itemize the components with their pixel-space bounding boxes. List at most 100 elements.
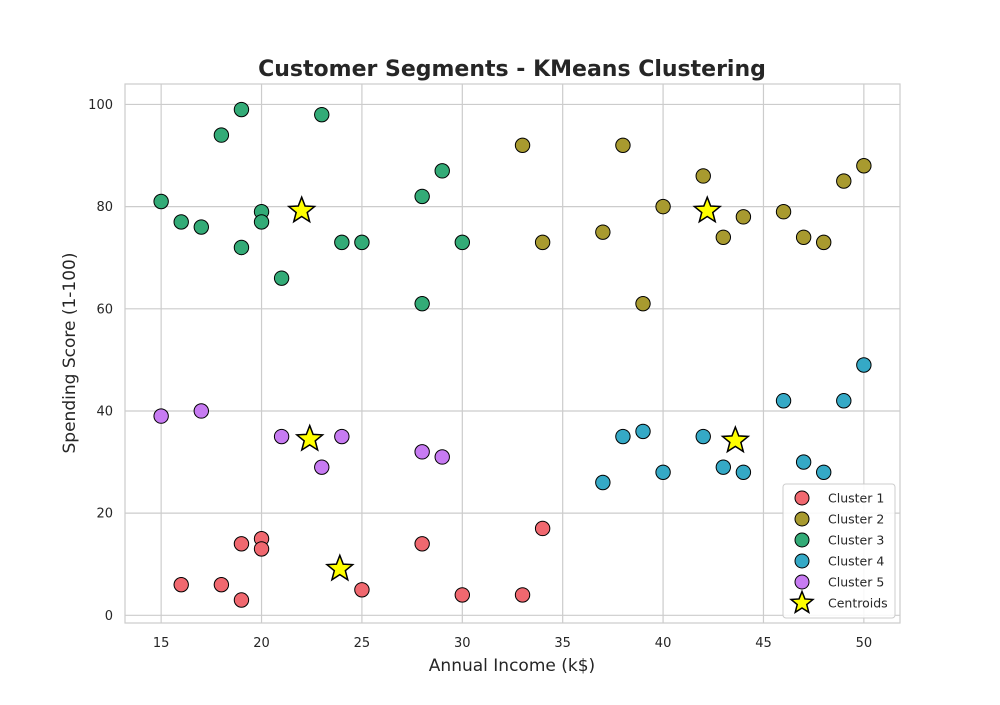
legend-label-cluster-2: Cluster 2 [828, 512, 884, 527]
point-cluster-1 [213, 576, 230, 593]
point-cluster-2 [695, 168, 711, 184]
point-cluster-3 [193, 219, 209, 235]
y-tick-label: 80 [96, 200, 113, 215]
legend-label-centroids: Centroids [828, 596, 888, 611]
point-cluster-4 [836, 393, 852, 409]
point-cluster-5 [193, 403, 209, 419]
point-cluster-2 [595, 224, 611, 240]
centroid-marker [325, 553, 355, 582]
point-cluster-5 [334, 428, 350, 445]
x-tick-label: 30 [454, 636, 471, 651]
point-cluster-2 [775, 204, 792, 220]
point-cluster-4 [775, 393, 792, 409]
legend: Cluster 1 Cluster 2 Cluster 3 Cluster 4 … [782, 483, 896, 619]
x-tick-label: 35 [554, 636, 571, 651]
legend-marker-cluster-2 [794, 511, 810, 527]
point-cluster-4 [695, 428, 711, 445]
point-cluster-4 [615, 428, 631, 445]
legend-marker-cluster-1 [794, 490, 810, 506]
point-cluster-2 [816, 234, 832, 251]
point-cluster-2 [735, 209, 752, 225]
y-tick-label: 100 [88, 98, 113, 113]
point-cluster-5 [434, 449, 450, 465]
legend-label-cluster-1: Cluster 1 [828, 491, 884, 506]
point-cluster-1 [354, 582, 370, 598]
centroid-marker [294, 423, 325, 452]
point-cluster-1 [454, 587, 471, 603]
point-cluster-2 [534, 234, 551, 251]
point-cluster-3 [233, 101, 250, 118]
point-cluster-4 [816, 464, 832, 480]
legend-label-cluster-5: Cluster 5 [828, 575, 884, 590]
x-tick-label: 45 [755, 636, 772, 651]
point-cluster-2 [655, 198, 671, 215]
point-cluster-3 [454, 234, 471, 251]
legend-box [782, 483, 896, 619]
point-cluster-5 [153, 408, 169, 424]
point-cluster-3 [273, 270, 290, 286]
legend-label-cluster-4: Cluster 4 [828, 554, 884, 569]
point-cluster-2 [615, 137, 631, 154]
grid [125, 84, 900, 623]
point-cluster-3 [233, 239, 250, 256]
point-cluster-5 [314, 459, 330, 475]
point-cluster-1 [173, 576, 189, 593]
point-cluster-3 [314, 106, 330, 123]
point-cluster-4 [655, 464, 671, 480]
x-tick-label: 40 [655, 636, 672, 651]
axes: 15 20 25 30 35 40 45 50 0 20 40 60 80 100 [88, 98, 872, 651]
x-axis-label: Annual Income (k$) [429, 656, 595, 676]
legend-marker-cluster-3 [794, 532, 810, 548]
point-cluster-1 [414, 536, 430, 552]
x-tick-label: 20 [253, 636, 270, 651]
centroid-marker [692, 195, 723, 224]
x-tick-label: 15 [153, 636, 170, 651]
x-tick-label: 25 [354, 636, 371, 651]
y-tick-label: 20 [96, 507, 113, 522]
point-cluster-2 [635, 295, 651, 312]
point-cluster-5 [273, 428, 290, 445]
legend-label-cluster-3: Cluster 3 [828, 533, 884, 548]
point-cluster-2 [836, 173, 852, 189]
point-cluster-4 [595, 474, 611, 491]
plot-frame [124, 83, 901, 624]
point-cluster-4 [735, 464, 752, 480]
point-cluster-4 [795, 454, 812, 470]
point-cluster-3 [213, 127, 230, 143]
point-cluster-1 [233, 536, 250, 552]
point-cluster-3 [434, 163, 450, 179]
point-cluster-1 [253, 541, 270, 557]
data-points [153, 101, 872, 608]
legend-marker-cluster-5 [794, 574, 810, 590]
point-cluster-3 [253, 214, 270, 230]
point-cluster-2 [795, 229, 812, 245]
point-cluster-3 [414, 295, 430, 312]
point-cluster-1 [534, 520, 551, 537]
point-cluster-1 [233, 592, 250, 608]
point-cluster-3 [173, 214, 189, 230]
legend-marker-cluster-4 [794, 553, 810, 569]
point-cluster-4 [856, 357, 872, 373]
x-tick-label: 50 [856, 636, 873, 651]
chart-title: Customer Segments - KMeans Clustering [258, 57, 766, 82]
point-cluster-2 [856, 158, 872, 174]
centroid-marker [286, 195, 317, 224]
y-axis-label: Spending Score (1-100) [60, 253, 80, 454]
point-cluster-4 [715, 459, 732, 475]
point-cluster-3 [414, 188, 430, 205]
point-cluster-3 [334, 234, 350, 251]
point-cluster-3 [153, 193, 169, 210]
point-cluster-2 [514, 137, 531, 154]
y-tick-label: 40 [96, 404, 113, 419]
point-cluster-2 [715, 229, 732, 245]
y-tick-label: 60 [96, 302, 113, 317]
y-tick-label: 0 [105, 609, 113, 624]
point-cluster-4 [635, 423, 651, 440]
centroid-marker [720, 425, 751, 454]
point-cluster-5 [414, 444, 430, 460]
legend-marker-centroids [789, 589, 815, 614]
point-cluster-3 [354, 234, 370, 251]
point-cluster-1 [514, 587, 531, 603]
